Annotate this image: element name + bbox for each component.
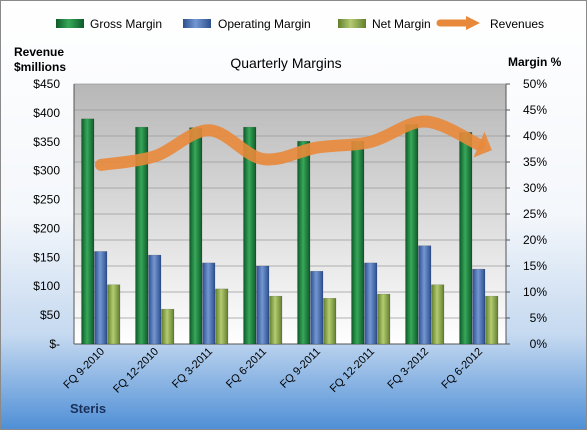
y-right-tick-label: 25% [523,207,547,221]
y-left-tick-label: $- [49,337,60,351]
bar-operating-margin [311,271,324,344]
legend-swatch-net-margin [338,19,366,28]
y-right-tick-label: 5% [530,311,548,325]
y-left-tick-label: $400 [33,106,60,120]
legend-label-net-margin: Net Margin [372,17,431,31]
y-right-tick-label: 15% [523,259,547,273]
y-left-tick-label: $450 [33,77,60,91]
legend-label-operating-margin: Operating Margin [218,17,311,31]
y-right-tick-label: 35% [523,155,547,169]
legend-label-revenues: Revenues [490,17,544,31]
bar-operating-margin [95,251,108,344]
y-right-tick-label: 30% [523,181,547,195]
y-right-tick-label: 10% [523,285,547,299]
bar-net-margin [108,285,121,344]
y-left-label-line1: Revenue [14,45,64,59]
y-right-tick-label: 0% [530,337,548,351]
bar-gross-margin [406,125,419,344]
bar-net-margin [378,294,391,344]
company-name: Steris [70,401,106,416]
bar-gross-margin [298,141,311,344]
bar-operating-margin [257,266,270,344]
y-left-tick-label: $350 [33,135,60,149]
bar-net-margin [162,309,175,344]
bar-gross-margin [460,132,473,344]
bar-gross-margin [82,119,95,344]
legend-swatch-operating-margin [183,19,211,28]
legend-swatch-gross-margin [56,19,84,28]
y-left-tick-label: $200 [33,221,60,235]
y-left-tick-label: $100 [33,279,60,293]
bar-net-margin [324,298,337,344]
bar-gross-margin [190,128,203,344]
bar-gross-margin [352,141,365,344]
bar-operating-margin [365,263,378,344]
y-right-tick-label: 50% [523,77,547,91]
y-right-tick-label: 45% [523,103,547,117]
y-left-tick-label: $50 [40,308,60,322]
y-left-tick-label: $250 [33,193,60,207]
bar-operating-margin [149,255,162,344]
legend-label-gross-margin: Gross Margin [90,17,162,31]
bar-net-margin [432,285,445,344]
y-right-tick-label: 20% [523,233,547,247]
y-right-label: Margin % [508,55,562,69]
bar-net-margin [270,296,283,344]
y-left-tick-label: $150 [33,250,60,264]
chart-title: Quarterly Margins [230,55,341,71]
bar-operating-margin [473,269,486,344]
bar-operating-margin [419,246,432,344]
bar-net-margin [486,296,499,344]
y-right-tick-label: 40% [523,129,547,143]
bar-operating-margin [203,263,216,344]
bar-net-margin [216,289,229,344]
y-left-label-line2: $millions [14,60,66,74]
y-left-tick-label: $300 [33,164,60,178]
